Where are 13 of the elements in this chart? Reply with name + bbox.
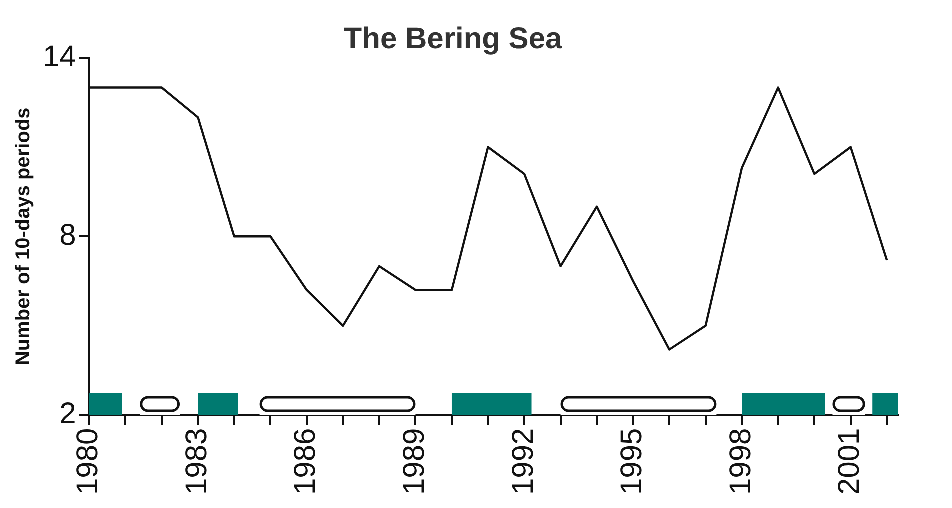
x-tick-label: 2001 [833,428,866,496]
x-tick-label: 1983 [180,428,214,496]
x-tick-label: 1989 [398,428,431,496]
x-tick-label: 1995 [616,428,649,496]
y-tick-label: 2 [60,398,76,431]
chart-title: The Bering Sea [344,22,563,56]
x-tick-label: 1998 [724,428,758,496]
x-tick-label: 1980 [72,428,105,496]
y-axis-title: Number of 10-days periods [12,108,35,366]
x-tick-label: 1986 [289,428,322,496]
y-tick-label: 8 [60,218,76,252]
y-tick-label: 14 [42,40,76,74]
x-tick-label: 1992 [506,428,540,496]
